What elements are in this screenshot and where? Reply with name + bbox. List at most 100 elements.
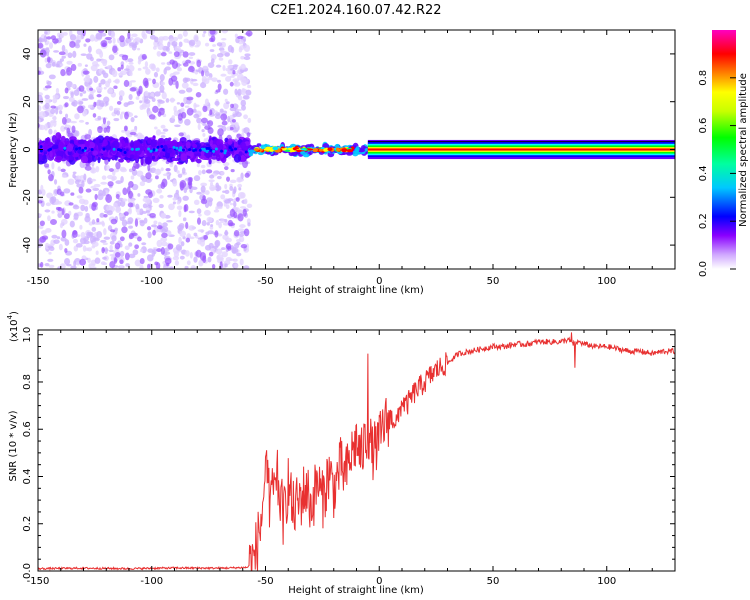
noise-speck bbox=[101, 247, 105, 254]
noise-speck bbox=[237, 183, 243, 188]
noise-core-speck bbox=[43, 143, 49, 151]
noise-speck bbox=[246, 203, 253, 208]
noise-speck bbox=[176, 102, 181, 105]
noise-speck bbox=[128, 181, 134, 188]
noise-speck bbox=[45, 47, 50, 50]
noise-speck bbox=[204, 244, 212, 251]
onset-speck bbox=[300, 148, 306, 151]
noise-core-speck bbox=[105, 145, 111, 151]
noise-speck bbox=[188, 225, 196, 231]
noise-core-speck bbox=[194, 153, 202, 157]
snr-panel: -150 -100 -50 0 50 100 0.0 0.2 0.4 0.6 0.8 1.0 Heig… bbox=[6, 311, 676, 596]
noise-core-speck bbox=[38, 153, 43, 162]
noise-speck bbox=[120, 64, 124, 70]
noise-speck bbox=[238, 187, 242, 191]
y-tick-label: 1.0 bbox=[22, 327, 33, 343]
noise-speck bbox=[203, 234, 209, 240]
noise-speck bbox=[162, 128, 169, 132]
noise-core-speck bbox=[199, 142, 206, 147]
noise-speck bbox=[115, 193, 120, 200]
noise-speck bbox=[186, 107, 194, 116]
noise-speck bbox=[77, 105, 84, 114]
noise-speck bbox=[201, 117, 208, 124]
noise-speck bbox=[220, 113, 228, 121]
noise-speck bbox=[240, 63, 246, 71]
x-tick-label: 100 bbox=[597, 576, 616, 587]
noise-core-speck bbox=[52, 144, 60, 149]
x-tick-label: -150 bbox=[27, 576, 50, 587]
noise-speck bbox=[135, 203, 140, 210]
noise-speck bbox=[58, 243, 63, 251]
noise-speck bbox=[63, 213, 70, 220]
noise-speck bbox=[240, 99, 247, 107]
noise-speck bbox=[189, 236, 195, 240]
noise-speck bbox=[149, 212, 156, 218]
noise-speck bbox=[188, 52, 196, 57]
noise-speck bbox=[146, 226, 152, 231]
noise-speck bbox=[48, 128, 53, 135]
noise-speck bbox=[118, 90, 125, 97]
noise-speck bbox=[186, 96, 194, 101]
noise-speck bbox=[48, 42, 54, 49]
noise-speck bbox=[235, 197, 240, 202]
noise-speck bbox=[113, 107, 121, 111]
onset-speck bbox=[265, 146, 272, 151]
noise-speck bbox=[64, 49, 68, 56]
noise-speck bbox=[211, 245, 219, 249]
noise-core-speck bbox=[198, 148, 202, 152]
noise-speck bbox=[60, 168, 66, 173]
noise-speck bbox=[141, 53, 147, 60]
onset-speck bbox=[318, 148, 324, 152]
noise-speck bbox=[55, 87, 60, 94]
noise-core-speck bbox=[234, 147, 238, 151]
noise-speck bbox=[160, 237, 168, 242]
noise-speck bbox=[221, 251, 228, 258]
noise-speck bbox=[243, 114, 248, 120]
y-tick-label: 20 bbox=[22, 95, 33, 108]
noise-core-speck bbox=[47, 148, 51, 152]
noise-speck bbox=[237, 35, 244, 40]
noise-speck bbox=[237, 95, 243, 101]
noise-speck bbox=[209, 225, 214, 230]
noise-speck bbox=[181, 111, 187, 119]
noise-core-speck bbox=[185, 141, 191, 149]
noise-core-speck bbox=[144, 156, 153, 165]
noise-speck bbox=[92, 201, 98, 207]
noise-speck bbox=[157, 111, 162, 117]
noise-speck bbox=[128, 93, 133, 100]
noise-speck bbox=[46, 36, 52, 40]
noise-core-speck bbox=[72, 154, 79, 158]
noise-speck bbox=[106, 120, 111, 126]
noise-speck bbox=[95, 86, 103, 92]
noise-speck bbox=[111, 235, 117, 242]
noise-speck bbox=[65, 118, 72, 124]
onset-speck bbox=[302, 153, 310, 158]
noise-core-speck bbox=[192, 149, 196, 153]
noise-speck bbox=[237, 88, 242, 97]
noise-speck bbox=[241, 87, 246, 96]
noise-speck bbox=[161, 213, 167, 219]
noise-speck bbox=[164, 66, 171, 71]
noise-speck bbox=[204, 190, 210, 195]
noise-speck bbox=[168, 51, 173, 54]
noise-speck bbox=[166, 219, 173, 223]
noise-speck bbox=[146, 196, 151, 204]
noise-speck bbox=[203, 30, 207, 34]
noise-speck bbox=[224, 52, 230, 57]
noise-speck bbox=[100, 79, 106, 85]
noise-speck bbox=[118, 72, 124, 77]
noise-core-speck bbox=[233, 153, 242, 163]
noise-speck bbox=[67, 178, 75, 185]
noise-speck bbox=[236, 252, 242, 257]
noise-speck bbox=[59, 63, 64, 67]
noise-speck bbox=[230, 168, 235, 173]
noise-speck bbox=[105, 101, 109, 106]
noise-speck bbox=[118, 95, 123, 102]
noise-speck bbox=[193, 34, 199, 42]
x-tick-label: 100 bbox=[597, 276, 616, 287]
noise-speck bbox=[243, 56, 251, 61]
noise-speck bbox=[196, 239, 202, 245]
noise-speck bbox=[179, 230, 187, 237]
noise-speck bbox=[134, 218, 139, 227]
noise-speck bbox=[154, 126, 158, 130]
